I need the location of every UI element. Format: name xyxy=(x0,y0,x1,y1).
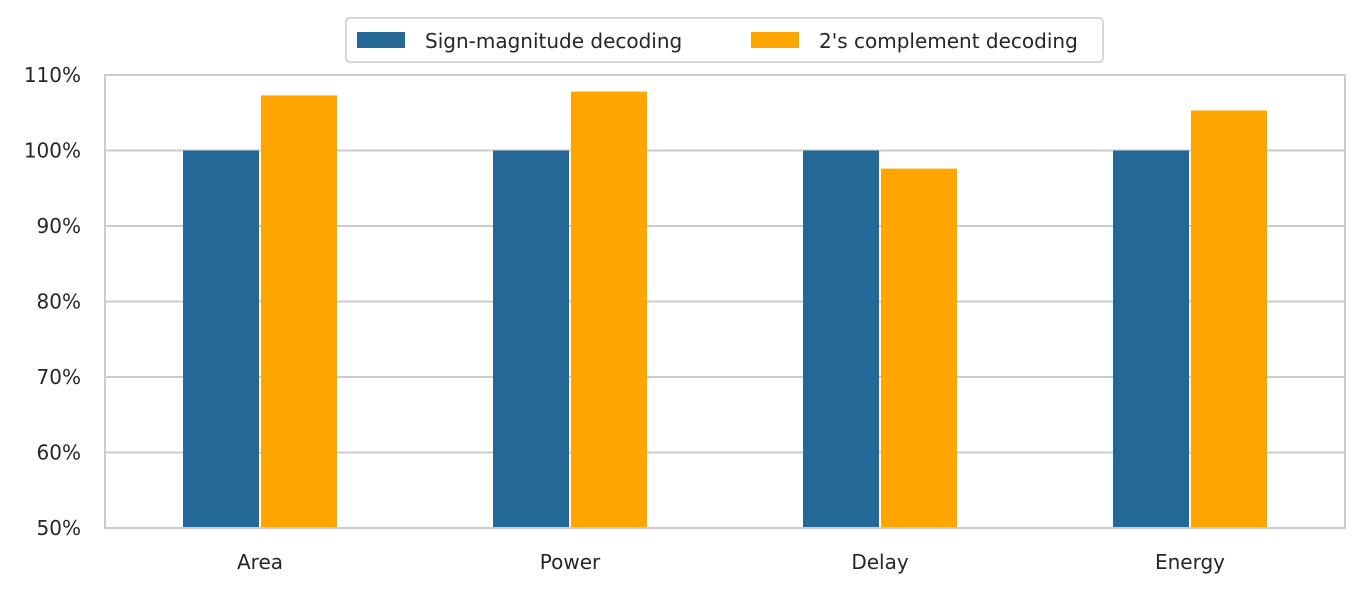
y-tick-label: 50% xyxy=(37,516,81,540)
bar-sign-magnitude-power xyxy=(493,150,569,528)
bar-sign-magnitude-delay xyxy=(803,150,879,528)
legend: Sign-magnitude decoding 2's complement de… xyxy=(345,17,1104,63)
x-axis-tick-labels: Area Power Delay Energy xyxy=(237,550,1225,574)
bar-twos-complement-energy xyxy=(1191,110,1267,529)
bar-sign-magnitude-energy xyxy=(1113,150,1189,528)
bar-sign-magnitude-area xyxy=(183,150,259,528)
bar-twos-complement-power xyxy=(571,91,647,529)
y-tick-label: 70% xyxy=(37,365,81,389)
bar-twos-complement-area xyxy=(261,95,337,528)
y-tick-label: 60% xyxy=(37,441,81,465)
legend-swatch xyxy=(751,32,799,48)
y-tick-label: 90% xyxy=(37,214,81,238)
x-tick-label: Energy xyxy=(1155,550,1225,574)
x-tick-label: Area xyxy=(237,550,283,574)
legend-swatch xyxy=(357,32,405,48)
y-tick-label: 80% xyxy=(37,290,81,314)
y-tick-label: 100% xyxy=(24,139,81,163)
y-axis-tick-labels: 50% 60% 70% 80% 90% 100% 110% xyxy=(24,63,81,540)
legend-box xyxy=(345,17,1104,63)
plot-frame xyxy=(104,74,1346,529)
y-tick-label: 110% xyxy=(24,63,81,87)
bar-twos-complement-delay xyxy=(881,168,957,528)
x-tick-label: Delay xyxy=(851,550,909,574)
bars xyxy=(183,91,1267,529)
legend-label: Sign-magnitude decoding xyxy=(425,29,682,53)
legend-label: 2's complement decoding xyxy=(819,29,1078,53)
x-tick-label: Power xyxy=(540,550,601,574)
